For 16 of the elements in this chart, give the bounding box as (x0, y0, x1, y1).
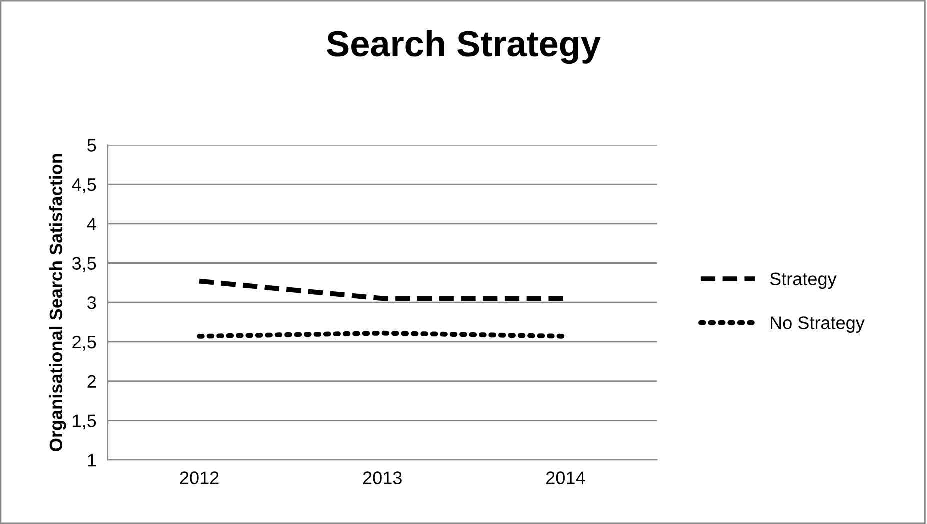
y-tick-label: 4 (87, 218, 96, 230)
legend-label: Strategy (770, 272, 837, 290)
y-tick-label: 2 (88, 375, 96, 388)
x-tick-label: 2012 (180, 472, 219, 484)
legend-label: No Strategy (771, 316, 865, 333)
x-tick-label: 2014 (546, 472, 586, 484)
y-tick-label: 1 (88, 454, 96, 467)
y-tick-label: 3,5 (72, 257, 96, 272)
y-tick-label: 4,5 (72, 178, 96, 194)
y-tick-label: 1,5 (73, 414, 96, 430)
y-tick-label: 2,5 (72, 336, 96, 351)
x-tick-label: 2013 (363, 472, 402, 484)
y-tick-label: 5 (88, 139, 96, 152)
y-axis-title: Organisational Search Satisfaction (49, 154, 66, 452)
chart-title: Search Strategy (327, 30, 601, 64)
y-tick-label: 3 (88, 296, 96, 310)
